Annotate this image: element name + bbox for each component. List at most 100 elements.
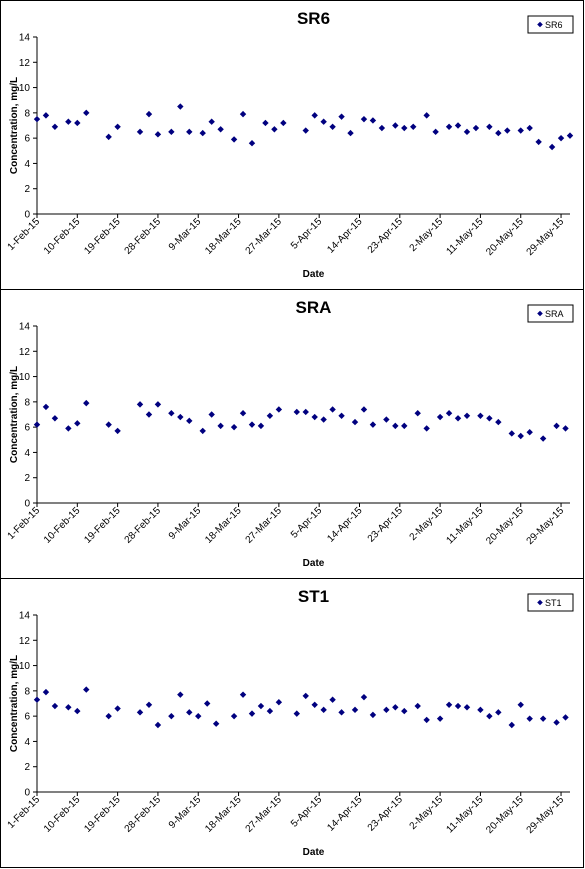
data-point	[266, 707, 274, 715]
data-point	[239, 410, 247, 417]
data-point	[154, 721, 162, 729]
data-point	[369, 117, 377, 124]
x-tick-label: 1-Feb-15	[6, 216, 43, 253]
data-point	[401, 707, 408, 715]
data-point	[239, 110, 247, 118]
x-tick-label: 23-Apr-15	[366, 794, 406, 834]
data-point	[65, 425, 72, 432]
data-point	[105, 421, 112, 428]
y-tick-label: 10	[19, 83, 31, 94]
legend-box	[527, 593, 574, 612]
data-point	[566, 132, 574, 139]
data-point	[83, 686, 90, 693]
data-point	[154, 401, 162, 408]
x-tick-label: 19-Feb-15	[82, 505, 123, 546]
y-tick-label: 4	[24, 448, 30, 459]
x-tick-label: 10-Feb-15	[42, 505, 83, 546]
y-tick-label: 2	[24, 184, 30, 195]
x-tick-label: 10-Feb-15	[42, 216, 83, 257]
legend-label: SRA	[545, 309, 564, 319]
data-point	[186, 709, 193, 716]
data-point	[51, 702, 59, 710]
data-point	[51, 123, 59, 130]
data-point	[517, 432, 524, 440]
data-point	[320, 706, 327, 714]
data-point	[392, 422, 399, 430]
chart-title: SRA	[296, 298, 332, 317]
data-point	[145, 701, 153, 708]
x-axis-label: Date	[303, 269, 325, 280]
data-point	[360, 693, 368, 701]
data-point	[74, 119, 81, 127]
data-point	[526, 429, 533, 436]
data-point	[436, 715, 444, 722]
data-point	[508, 721, 515, 729]
y-tick-label: 14	[19, 611, 31, 622]
x-tick-label: 23-Apr-15	[366, 216, 406, 256]
chart-st1: ST1 0 2 4 6 8 10 12 14 1-Feb-15 10-Feb-15 19-Feb-15…	[6, 587, 574, 858]
x-tick-label: 9-Mar-15	[167, 505, 204, 542]
y-tick-label: 6	[24, 712, 30, 723]
data-point	[266, 412, 274, 419]
data-point	[423, 112, 430, 119]
x-tick-label: 5-Apr-15	[289, 216, 325, 252]
data-point	[410, 123, 417, 130]
y-axis-label: Concentration, mg/L	[9, 655, 20, 752]
data-point	[105, 133, 112, 141]
chart-sra: SRA 0 2 4 6 8 10 12 14 1-Feb-15 10-Feb-15 19-Feb-15…	[6, 298, 574, 569]
data-point	[495, 709, 502, 716]
x-tick-label: 2-May-15	[408, 794, 446, 832]
x-tick-label: 20-May-15	[484, 216, 526, 258]
data-point	[477, 412, 484, 419]
data-point	[351, 706, 359, 714]
data-point	[486, 415, 493, 422]
data-point	[432, 128, 439, 136]
y-tick-label: 6	[24, 423, 30, 434]
legend-label: ST1	[545, 598, 562, 608]
data-point	[293, 710, 300, 717]
x-tick-label: 11-May-15	[444, 794, 485, 835]
data-point	[271, 126, 278, 133]
data-point	[204, 700, 211, 707]
data-point	[351, 418, 359, 426]
data-point	[42, 688, 50, 696]
legend-label: SR6	[545, 20, 563, 30]
data-point	[302, 692, 309, 700]
data-point	[454, 415, 462, 422]
data-point	[275, 406, 283, 413]
y-tick-label: 4	[24, 737, 30, 748]
x-tick-label: 9-Mar-15	[167, 794, 204, 831]
x-tick-label: 19-Feb-15	[82, 216, 123, 257]
x-tick-label: 14-Apr-15	[325, 505, 365, 545]
data-point	[33, 696, 41, 703]
data-point	[369, 421, 377, 428]
data-point	[562, 425, 569, 432]
data-point	[199, 129, 206, 137]
data-point	[136, 709, 144, 716]
data-point	[74, 707, 81, 715]
x-axis-label: Date	[303, 847, 325, 858]
legend-box	[527, 15, 574, 34]
y-tick-label: 0	[24, 210, 30, 221]
chart-title: ST1	[298, 587, 329, 606]
data-point	[463, 412, 471, 419]
x-tick-label: 19-Feb-15	[82, 794, 123, 835]
data-point	[280, 119, 287, 127]
x-tick-label: 27-Mar-15	[244, 216, 285, 257]
data-point	[42, 403, 50, 411]
data-point	[320, 416, 327, 423]
x-tick-label: 1-Feb-15	[6, 794, 43, 831]
data-point	[302, 408, 309, 416]
data-point	[383, 706, 390, 714]
data-point	[145, 110, 153, 118]
legend-marker	[537, 599, 543, 606]
y-axis-label: Concentration, mg/L	[9, 366, 20, 463]
chart-panel-sra: SRA 0 2 4 6 8 10 12 14 1-Feb-15 10-Feb-15 19-Feb-15…	[0, 289, 584, 579]
data-point	[212, 720, 220, 727]
data-point	[154, 131, 162, 138]
data-point	[145, 411, 153, 418]
data-point	[463, 128, 471, 136]
data-point	[562, 714, 569, 721]
x-tick-label: 28-Feb-15	[123, 216, 164, 257]
data-point	[65, 704, 72, 711]
